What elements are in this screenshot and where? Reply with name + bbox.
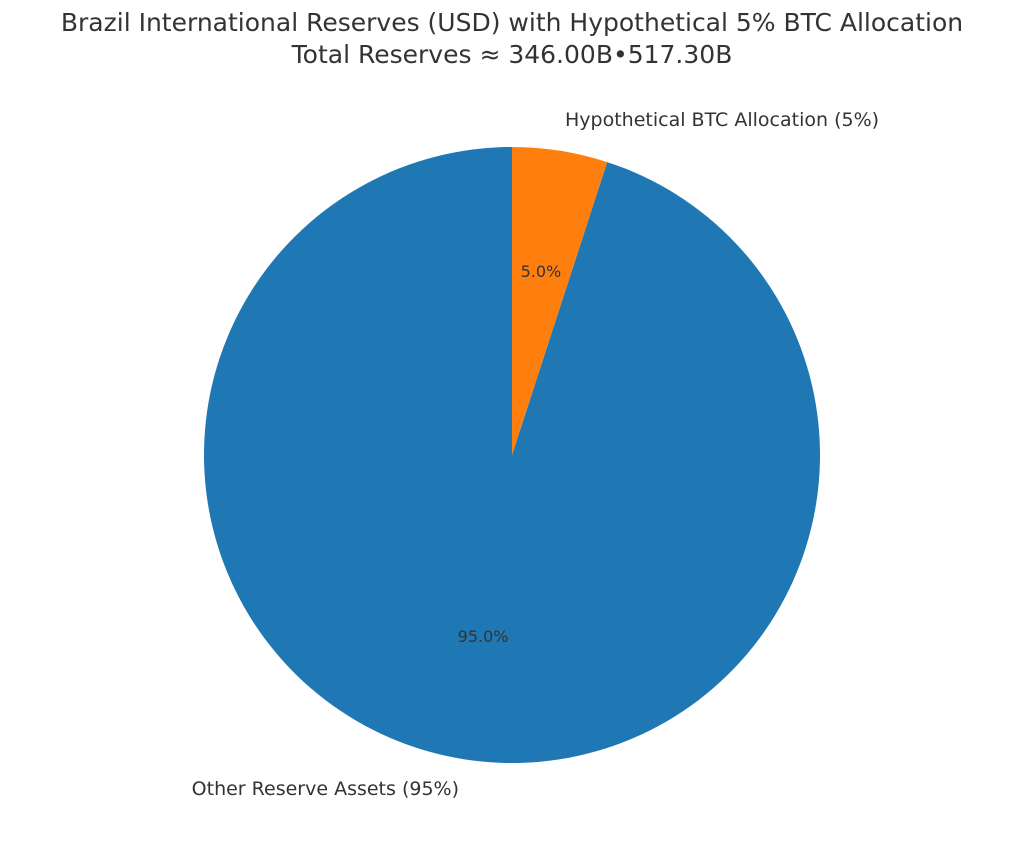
pie-slice	[512, 147, 608, 455]
slice-label: Hypothetical BTC Allocation (5%)	[565, 109, 879, 131]
pct-label: 5.0%	[521, 262, 562, 281]
chart-title: Brazil International Reserves (USD) with…	[61, 8, 963, 37]
slice-label: Other Reserve Assets (95%)	[192, 778, 459, 800]
chart-subtitle: Total Reserves ≈ 346.00B•517.30B	[291, 40, 733, 69]
pct-label: 95.0%	[458, 627, 509, 646]
